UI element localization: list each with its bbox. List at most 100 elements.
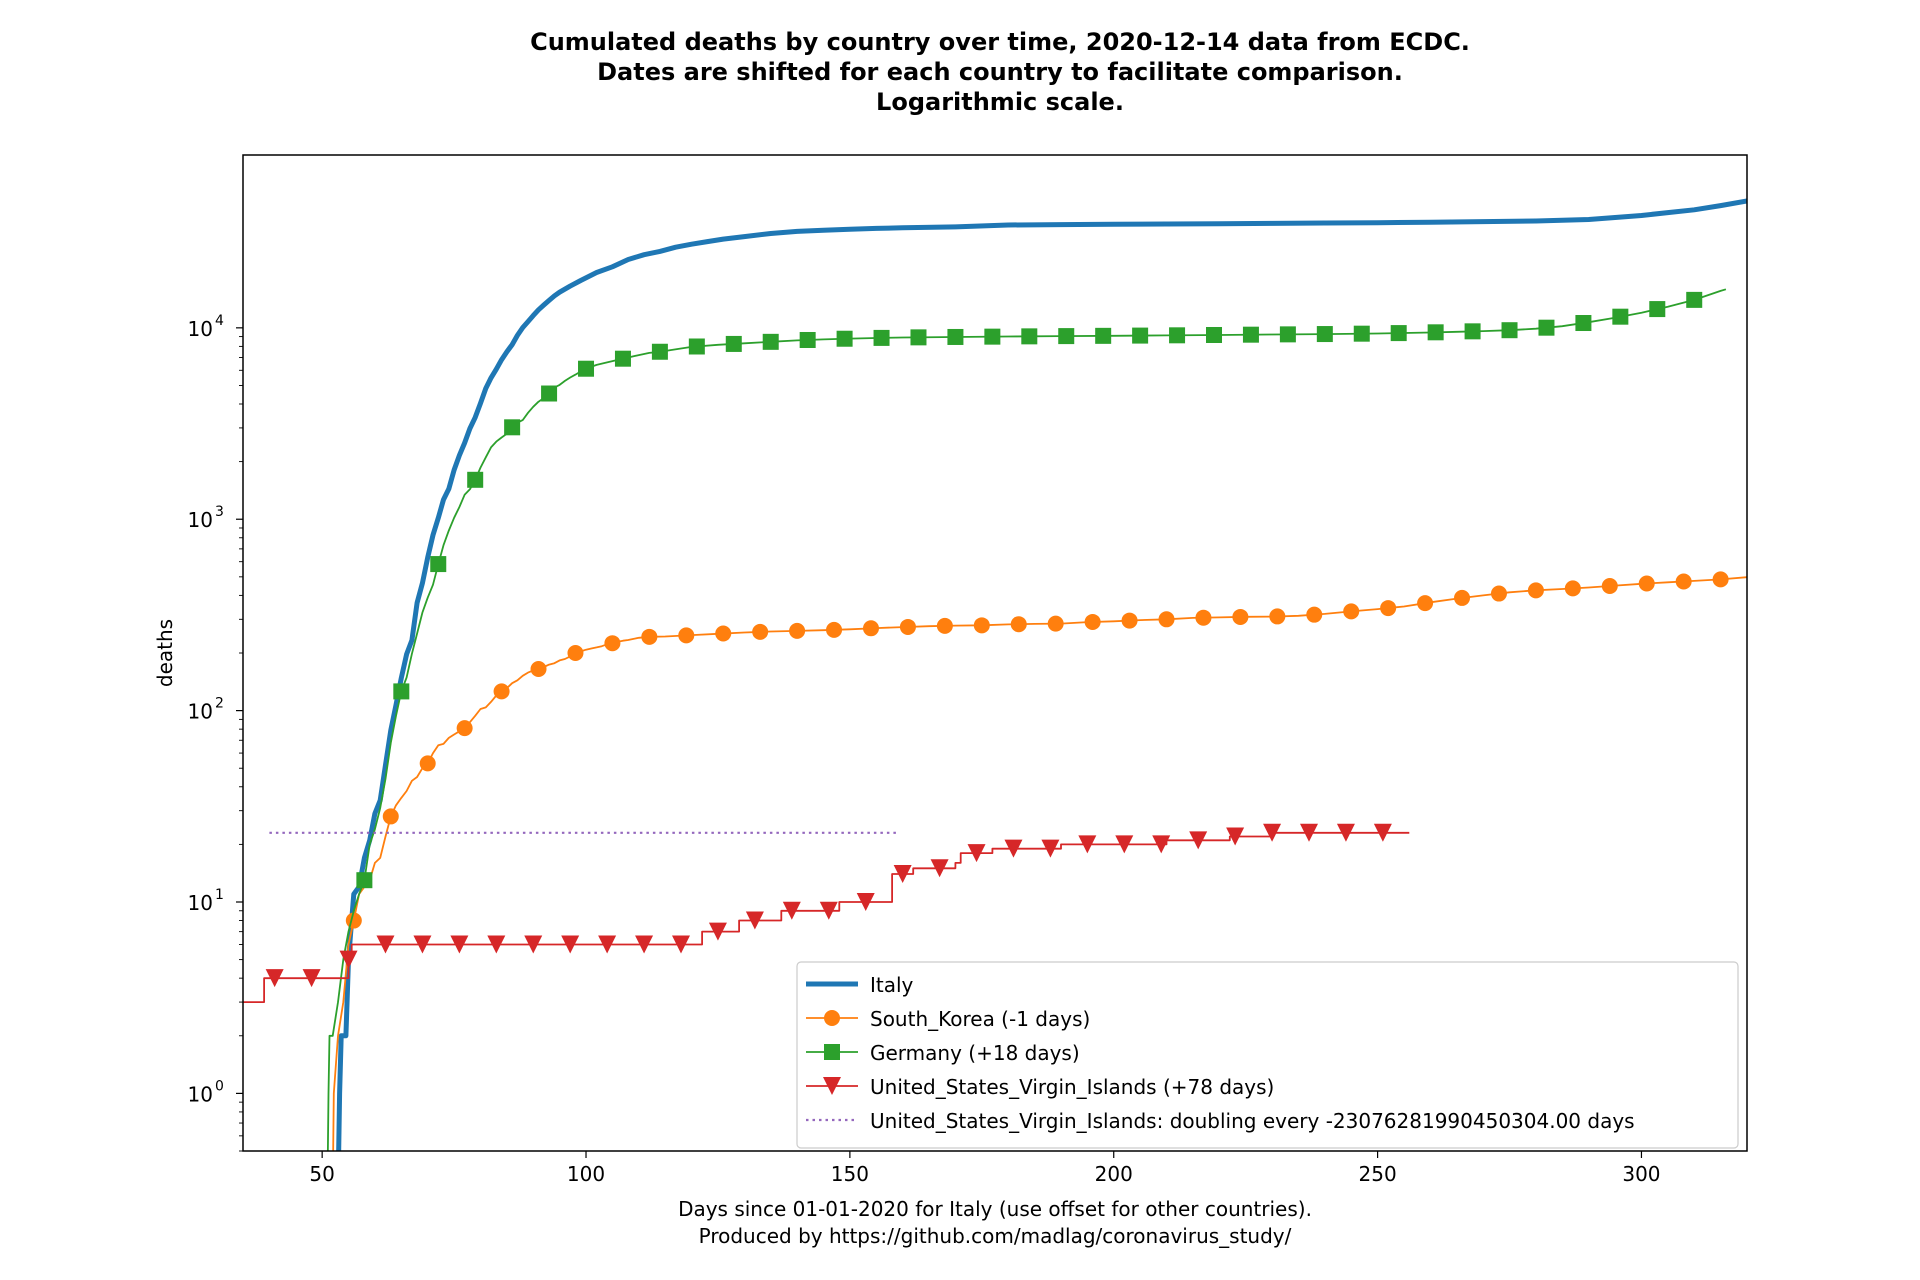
chart-title-line-3: Logarithmic scale. [876,88,1124,116]
marker-germany [1169,327,1186,344]
legend-label-virgin-islands: United_States_Virgin_Islands (+78 days) [870,1075,1274,1099]
marker-south-korea [1232,608,1249,625]
marker-virgin-islands [1152,835,1171,854]
legend-label-germany: Germany (+18 days) [870,1041,1080,1065]
x-tick-label: 250 [1359,1162,1397,1186]
marker-germany [725,335,742,352]
marker-germany [1206,326,1223,343]
marker-virgin-islands [745,911,764,930]
marker-germany [984,328,1001,345]
x-tick-label: 50 [309,1162,334,1186]
marker-germany [393,683,410,700]
marker-germany [1686,291,1703,308]
marker-south-korea [1343,603,1360,620]
series-south-korea [332,571,1747,1151]
marker-virgin-islands [1041,839,1060,858]
marker-south-korea [1712,571,1729,588]
marker-germany [910,329,927,346]
marker-germany [873,329,890,346]
marker-south-korea [1158,611,1175,628]
marker-germany [1316,326,1333,343]
marker-south-korea [826,621,843,638]
marker-south-korea [1675,573,1692,590]
marker-south-korea [1490,585,1507,602]
marker-germany [799,331,816,348]
marker-germany [1538,319,1555,336]
marker-virgin-islands [302,969,321,988]
marker-virgin-islands [450,935,469,954]
x-axis-label-line-1: Days since 01-01-2020 for Italy (use off… [678,1197,1312,1221]
y-tick-label: 10 [188,317,213,341]
marker-germany [1132,327,1149,344]
marker-south-korea [1417,595,1434,612]
y-tick-exponent: 0 [215,1078,224,1094]
x-tick-label: 150 [831,1162,869,1186]
marker-south-korea [456,720,473,737]
marker-south-korea [973,617,990,634]
marker-germany [1095,327,1112,344]
marker-south-korea [1269,608,1286,625]
marker-germany [1021,328,1038,345]
y-tick-label: 10 [188,1082,213,1106]
marker-virgin-islands [413,935,432,954]
series-virgin-islands [243,823,1410,1003]
marker-virgin-islands [708,922,727,941]
marker-south-korea [678,627,695,644]
marker-south-korea [1195,609,1212,626]
marker-germany [467,471,484,488]
marker-virgin-islands [1226,827,1245,846]
marker-virgin-islands [487,935,506,954]
marker-germany [578,360,595,377]
series-germany [326,288,1727,1151]
x-tick-label: 100 [567,1162,605,1186]
legend-marker-south-korea [824,1010,840,1026]
marker-germany [947,328,964,345]
x-axis-label-line-2: Produced by https://github.com/madlag/co… [699,1224,1292,1248]
marker-virgin-islands [1263,823,1282,842]
marker-south-korea [530,660,547,677]
chart-title-line-1: Cumulated deaths by country over time, 2… [530,28,1470,56]
marker-germany [651,343,668,360]
marker-germany [1242,326,1259,343]
marker-south-korea [641,628,658,645]
marker-south-korea [1564,580,1581,597]
y-tick-exponent: 2 [215,696,224,712]
legend-marker-virgin-islands [823,1077,841,1095]
y-tick-label: 10 [188,508,213,532]
marker-germany [614,350,631,367]
marker-germany [541,385,558,402]
legend-label-doubling: United_States_Virgin_Islands: doubling e… [870,1109,1635,1133]
chart-title-line-2: Dates are shifted for each country to fa… [597,58,1403,86]
marker-germany [1353,325,1370,342]
marker-virgin-islands [819,901,838,920]
marker-virgin-islands [1373,823,1392,842]
marker-south-korea [493,683,510,700]
marker-germany [430,556,447,573]
marker-virgin-islands [561,935,580,954]
legend-box [796,961,1739,1149]
x-tick-label: 300 [1622,1162,1660,1186]
y-tick-exponent: 4 [215,313,224,329]
marker-virgin-islands [1299,823,1318,842]
marker-south-korea [1380,600,1397,617]
marker-virgin-islands [339,950,358,969]
y-axis-label: deaths [153,619,177,687]
legend-label-italy: Italy [870,973,914,997]
marker-germany [1058,328,1075,345]
marker-virgin-islands [930,859,949,878]
marker-virgin-islands [265,969,284,988]
marker-south-korea [1084,613,1101,630]
marker-south-korea [862,620,879,637]
y-tick-label: 10 [188,891,213,915]
series-line-virgin-islands [243,831,1410,1003]
marker-germany [504,419,521,436]
series-layer [243,198,1747,1151]
marker-germany [1390,325,1407,342]
y-tick-exponent: 1 [215,887,224,903]
marker-virgin-islands [598,935,617,954]
y-tick-exponent: 3 [215,504,224,520]
marker-south-korea [1121,612,1138,629]
marker-germany [1279,326,1296,343]
marker-germany [688,338,705,355]
y-tick-label: 10 [188,700,213,724]
